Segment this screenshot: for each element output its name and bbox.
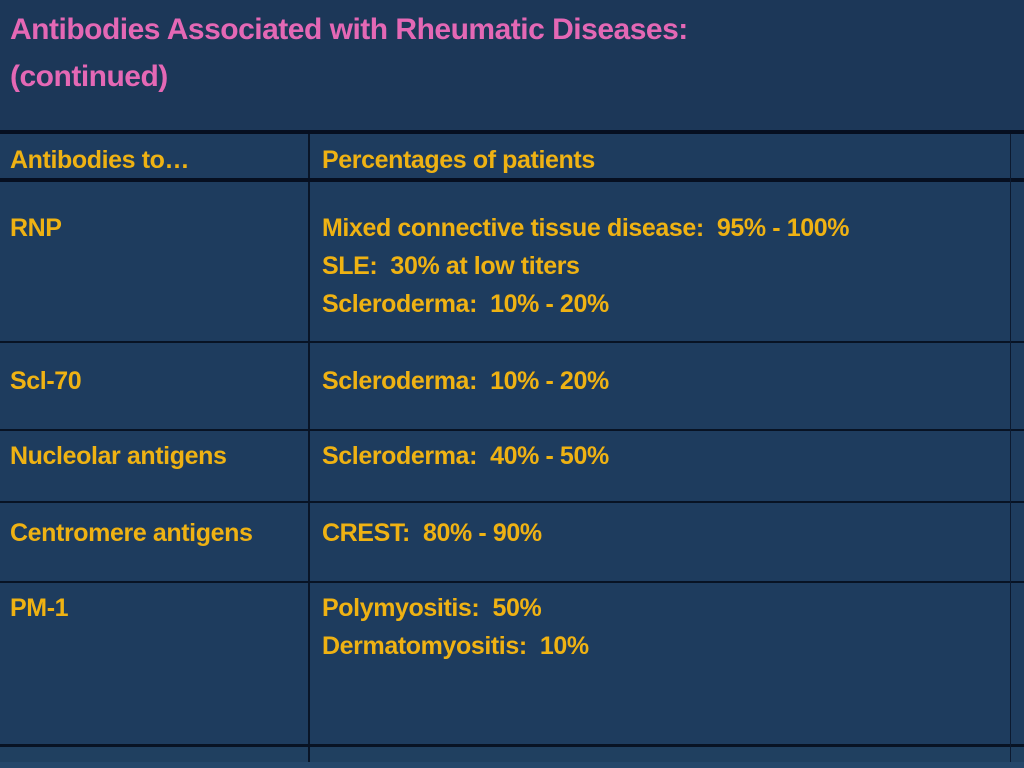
antibody-label: RNP <box>10 214 62 242</box>
table-top-border <box>0 130 1024 134</box>
table-row: Nucleolar antigens Scleroderma: 40% - 50… <box>0 431 1024 503</box>
header-label-antibodies: Antibodies to… <box>10 146 190 174</box>
antibody-cell: Scl-70 <box>0 343 310 429</box>
slide-title: Antibodies Associated with Rheumatic Dis… <box>10 6 1010 100</box>
antibody-cell: Centromere antigens <box>0 503 310 581</box>
slide-title-line2: (continued) <box>10 60 168 93</box>
percentages-cell: Scleroderma: 40% - 50% <box>310 431 1024 501</box>
percentages-cell: CREST: 80% - 90% <box>310 503 1024 581</box>
table-right-border <box>1010 134 1011 768</box>
table-row: Scl-70 Scleroderma: 10% - 20% <box>0 343 1024 431</box>
antibody-label: Centromere antigens <box>10 519 253 547</box>
header-cell-antibodies: Antibodies to… <box>0 134 310 178</box>
antibody-cell: RNP <box>0 182 310 341</box>
header-label-percentages: Percentages of patients <box>322 146 595 174</box>
antibodies-table: Antibodies to… Percentages of patients R… <box>0 130 1024 768</box>
table-row: RNP Mixed connective tissue disease: 95%… <box>0 182 1024 343</box>
percentage-line: SLE: 30% at low titers <box>322 252 580 280</box>
percentages-cell: Mixed connective tissue disease: 95% - 1… <box>310 182 1024 341</box>
percentage-line: Polymyositis: 50% <box>322 594 542 622</box>
slide-bottom-edge <box>0 762 1024 768</box>
table-header-row: Antibodies to… Percentages of patients <box>0 134 1024 182</box>
percentage-line: Mixed connective tissue disease: 95% - 1… <box>322 214 850 242</box>
antibody-label: Nucleolar antigens <box>10 442 227 470</box>
antibody-cell: PM-1 <box>0 583 310 744</box>
percentages-cell: Polymyositis: 50% Dermatomyositis: 10% <box>310 583 1024 744</box>
table-row: Centromere antigens CREST: 80% - 90% <box>0 503 1024 583</box>
header-cell-percentages: Percentages of patients <box>310 134 1024 178</box>
table-row: PM-1 Polymyositis: 50% Dermatomyositis: … <box>0 583 1024 747</box>
antibody-cell: Nucleolar antigens <box>0 431 310 501</box>
slide-title-line1: Antibodies Associated with Rheumatic Dis… <box>10 13 688 46</box>
percentages-cell: Scleroderma: 10% - 20% <box>310 343 1024 429</box>
antibody-label: Scl-70 <box>10 367 82 395</box>
percentage-line: Scleroderma: 40% - 50% <box>322 442 609 470</box>
antibody-label: PM-1 <box>10 594 69 622</box>
percentage-line: Dermatomyositis: 10% <box>322 632 589 660</box>
antibody-cell-empty <box>0 747 310 768</box>
percentage-line: Scleroderma: 10% - 20% <box>322 290 609 318</box>
percentage-line: CREST: 80% - 90% <box>322 519 542 547</box>
percentage-line: Scleroderma: 10% - 20% <box>322 367 609 395</box>
